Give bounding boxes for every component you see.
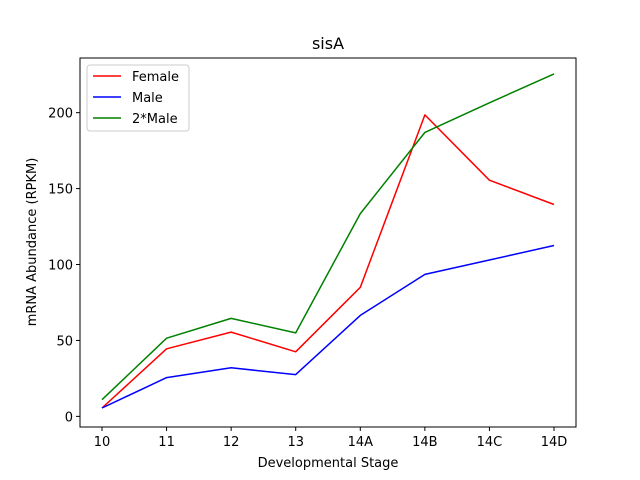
y-tick-label: 100 bbox=[48, 259, 73, 274]
chart-title: sisA bbox=[312, 34, 344, 53]
x-axis-label: Developmental Stage bbox=[258, 456, 399, 471]
series-layer bbox=[101, 73, 555, 409]
plot-frame bbox=[79, 57, 577, 428]
series-line-2-male bbox=[101, 73, 555, 401]
x-tick-label: 12 bbox=[223, 435, 240, 450]
legend-box bbox=[86, 64, 190, 132]
x-tick-label: 13 bbox=[287, 435, 304, 450]
x-tick-label: 11 bbox=[158, 435, 175, 450]
y-tick-label: 200 bbox=[48, 107, 73, 122]
ticks-layer: 10 11 12 13 14A 14B 14C 14D 0 50 100 150 200 bbox=[48, 107, 567, 450]
legend-label-female: Female bbox=[132, 70, 179, 85]
x-tick-label: 14B bbox=[412, 435, 437, 450]
x-tick-label: 14A bbox=[348, 435, 374, 450]
x-tick-label: 10 bbox=[94, 435, 111, 450]
y-tick-label: 0 bbox=[65, 410, 73, 425]
legend: Female Male 2*Male bbox=[86, 64, 190, 132]
legend-label-male: Male bbox=[132, 91, 163, 106]
legend-label-2-male: 2*Male bbox=[132, 112, 178, 127]
x-tick-label: 14C bbox=[477, 435, 503, 450]
y-tick-label: 150 bbox=[48, 183, 73, 198]
series-line-female bbox=[101, 114, 555, 409]
y-axis-label: mRNA Abundance (RPKM) bbox=[25, 158, 40, 327]
x-tick-label: 14D bbox=[541, 435, 568, 450]
y-tick-label: 50 bbox=[56, 334, 73, 349]
series-line-male bbox=[101, 244, 555, 409]
